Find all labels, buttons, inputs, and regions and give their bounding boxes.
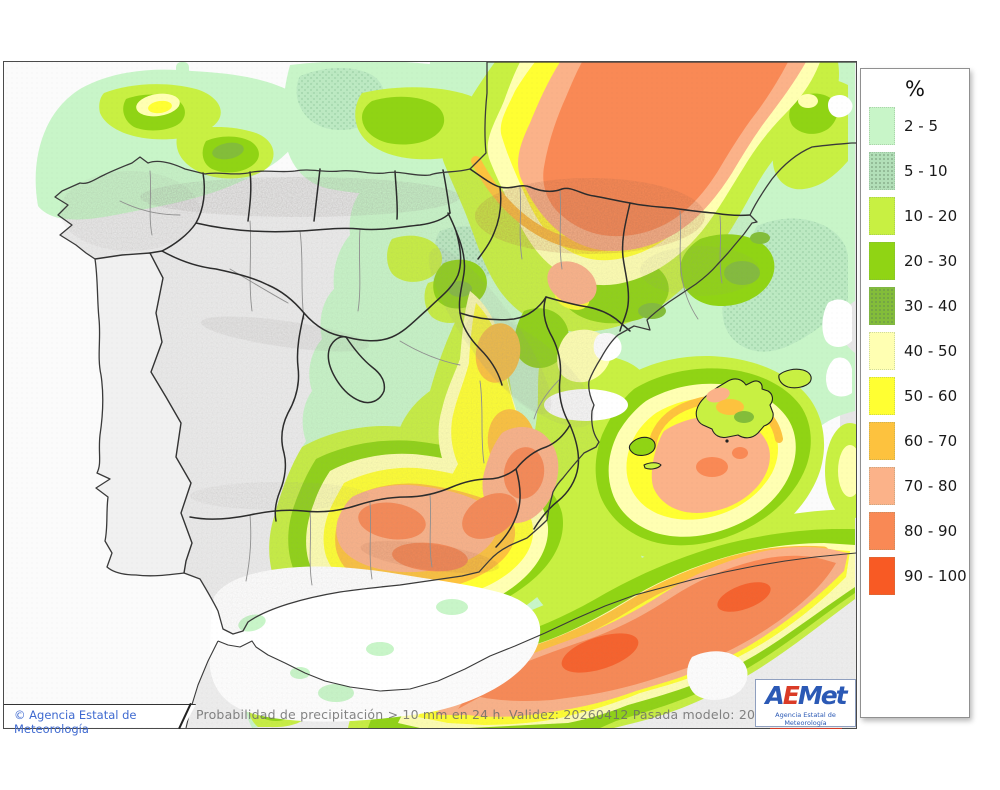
legend-swatch-2-5 (869, 107, 895, 145)
legend-item: 10 - 20 (869, 197, 969, 235)
legend-swatch-20-30 (869, 242, 895, 280)
legend-panel: % 2 - 5 5 - 10 10 - 20 20 - 30 30 - 40 4… (860, 68, 970, 718)
legend-item: 30 - 40 (869, 287, 969, 325)
aemet-logo: AEMet Agencia Estatal de Meteorología (755, 679, 856, 729)
legend-item: 90 - 100 (869, 557, 969, 595)
legend-swatch-5-10 (869, 152, 895, 190)
admin-borders-layer (119, 168, 751, 586)
legend-item: 50 - 60 (869, 377, 969, 415)
legend-swatch-40-50 (869, 332, 895, 370)
menorca-island (778, 368, 812, 389)
region-borders (149, 168, 751, 548)
model-run-info-text: Probabilidad de precipitación > 10 mm en… (196, 707, 821, 722)
legend-swatch-50-60 (869, 377, 895, 415)
legend-item: 40 - 50 (869, 332, 969, 370)
legend-item: 5 - 10 (869, 152, 969, 190)
logo-letter-a: A (765, 681, 784, 710)
logo-letter-t: t (835, 681, 848, 710)
legend-title: % (905, 77, 925, 101)
legend-label: 50 - 60 (904, 387, 958, 405)
attribution-strip (4, 704, 196, 727)
aemet-logo-subtitle: Agencia Estatal de Meteorología (775, 711, 836, 727)
legend-label: 70 - 80 (904, 477, 958, 495)
legend-label: 30 - 40 (904, 297, 958, 315)
legend-label: 2 - 5 (904, 117, 939, 135)
legend-label: 10 - 20 (904, 207, 958, 225)
legend-swatch-70-80 (869, 467, 895, 505)
balearic-islands (628, 368, 812, 470)
aemet-logo-word: AEMet (756, 681, 855, 711)
logo-letter-e1: E (782, 681, 800, 710)
legend-item: 80 - 90 (869, 512, 969, 550)
legend-label: 40 - 50 (904, 342, 958, 360)
legend-item: 20 - 30 (869, 242, 969, 280)
logo-letter-m: M (797, 681, 823, 710)
legend-label: 60 - 70 (904, 432, 958, 450)
legend-label: 5 - 10 (904, 162, 948, 180)
ibiza-island (628, 436, 656, 456)
cabrera-islet (725, 439, 729, 443)
legend-swatch-80-90 (869, 512, 895, 550)
logo-letter-e2: e (820, 681, 838, 710)
precipitation-map (4, 62, 856, 728)
formentera-island (643, 462, 662, 470)
legend-swatch-30-40 (869, 287, 895, 325)
legend-item: 2 - 5 (869, 107, 969, 145)
aemet-logo-underline (769, 728, 842, 729)
legend-label: 20 - 30 (904, 252, 958, 270)
legend-label: 80 - 90 (904, 522, 958, 540)
map-frame (3, 61, 857, 729)
legend-swatch-10-20 (869, 197, 895, 235)
legend-swatch-90-100 (869, 557, 895, 595)
mallorca-island (695, 378, 774, 439)
legend-item: 60 - 70 (869, 422, 969, 460)
legend-swatch-60-70 (869, 422, 895, 460)
copyright-text: © Agencia Estatal de Meteorología (14, 708, 137, 736)
province-borders (119, 170, 723, 586)
legend-item: 70 - 80 (869, 467, 969, 505)
legend-label: 90 - 100 (904, 567, 967, 585)
